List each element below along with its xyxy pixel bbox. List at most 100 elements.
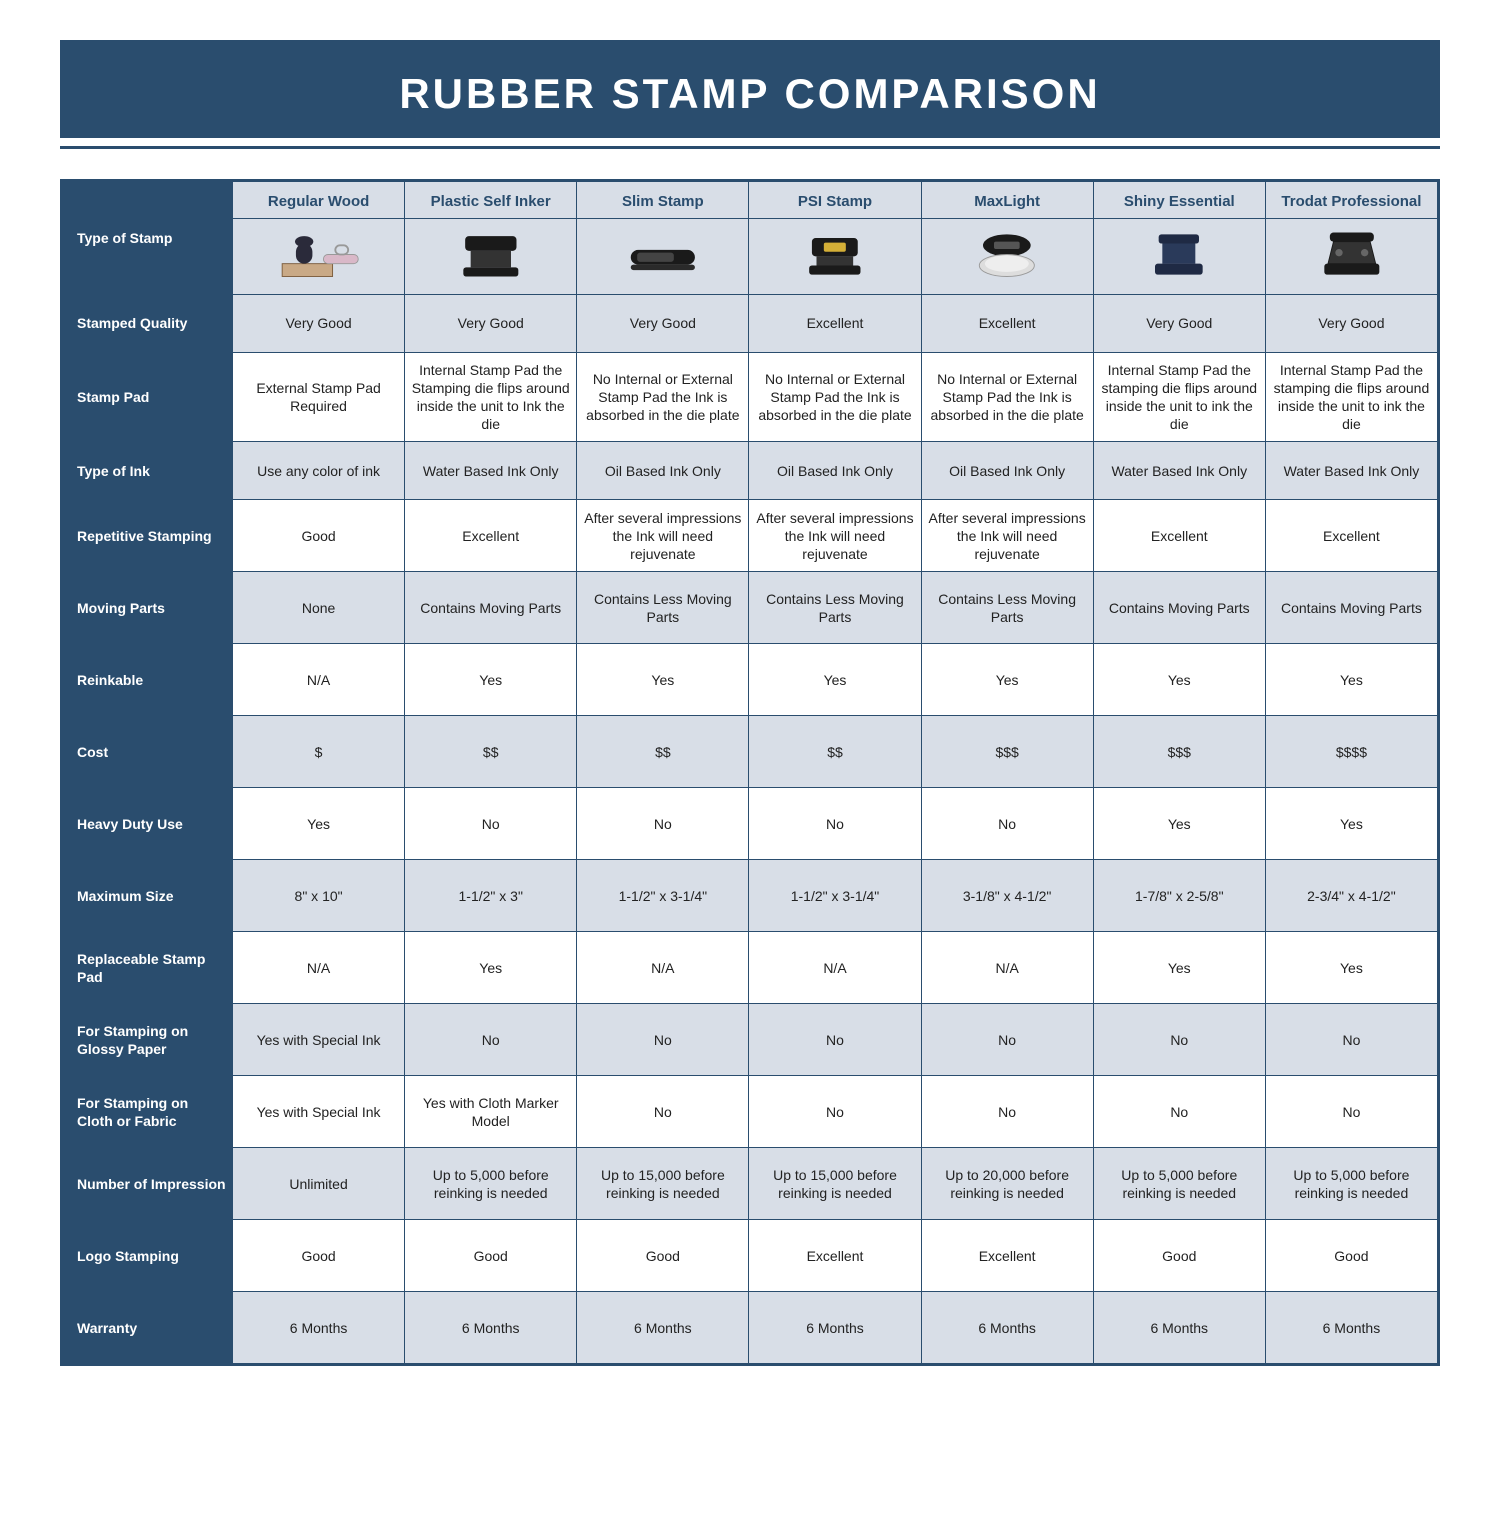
row-header: Stamp Pad xyxy=(63,352,233,442)
table-row: Warranty6 Months6 Months6 Months6 Months… xyxy=(63,1292,1438,1364)
table-cell: Very Good xyxy=(405,294,577,352)
table-cell: $$ xyxy=(577,716,749,788)
stamp-image-cell xyxy=(1265,218,1437,294)
slim-stamp-icon xyxy=(617,227,709,282)
table-cell: After several impressions the Ink will n… xyxy=(921,500,1093,572)
table-cell: Yes xyxy=(1093,644,1265,716)
table-cell: No xyxy=(749,788,921,860)
table-header-row: Type of Stamp Regular Wood Plastic Self … xyxy=(63,182,1438,219)
col-header: Shiny Essential xyxy=(1093,182,1265,219)
table-cell: Yes with Special Ink xyxy=(233,1004,405,1076)
table-cell: Yes xyxy=(1265,932,1437,1004)
table-cell: No xyxy=(405,1004,577,1076)
table-cell: Yes xyxy=(1265,644,1437,716)
row-header: Moving Parts xyxy=(63,572,233,644)
row-header: For Stamping on Glossy Paper xyxy=(63,1004,233,1076)
table-cell: No xyxy=(921,1004,1093,1076)
table-row: Number of ImpressionUnlimitedUp to 5,000… xyxy=(63,1148,1438,1220)
table-cell: Up to 5,000 before reinking is needed xyxy=(1093,1148,1265,1220)
table-cell: 6 Months xyxy=(921,1292,1093,1364)
table-row: Cost$$$$$$$$$$$$$$$$$ xyxy=(63,716,1438,788)
table-cell: Oil Based Ink Only xyxy=(921,442,1093,500)
table-cell: $$$ xyxy=(1093,716,1265,788)
table-cell: No Internal or External Stamp Pad the In… xyxy=(577,352,749,442)
table-cell: Up to 20,000 before reinking is needed xyxy=(921,1148,1093,1220)
table-cell: No xyxy=(1265,1076,1437,1148)
table-cell: 6 Months xyxy=(1093,1292,1265,1364)
table-row: For Stamping on Cloth or FabricYes with … xyxy=(63,1076,1438,1148)
table-cell: None xyxy=(233,572,405,644)
table-cell: Yes xyxy=(405,932,577,1004)
table-cell: Contains Moving Parts xyxy=(1265,572,1437,644)
table-cell: After several impressions the Ink will n… xyxy=(749,500,921,572)
table-cell: No xyxy=(1093,1076,1265,1148)
table-cell: Good xyxy=(233,500,405,572)
table-cell: Up to 5,000 before reinking is needed xyxy=(1265,1148,1437,1220)
table-cell: N/A xyxy=(233,644,405,716)
table-cell: Good xyxy=(405,1220,577,1292)
table-cell: N/A xyxy=(749,932,921,1004)
table-row: Repetitive StampingGoodExcellentAfter se… xyxy=(63,500,1438,572)
table-cell: 2-3/4" x 4-1/2" xyxy=(1265,860,1437,932)
header-divider xyxy=(60,146,1440,149)
table-cell: Yes with Special Ink xyxy=(233,1076,405,1148)
row-header: Heavy Duty Use xyxy=(63,788,233,860)
table-cell: No Internal or External Stamp Pad the In… xyxy=(749,352,921,442)
stamp-image-cell xyxy=(577,218,749,294)
table-cell: 1-1/2" x 3-1/4" xyxy=(577,860,749,932)
stamp-image-cell xyxy=(921,218,1093,294)
table-row: Type of InkUse any color of inkWater Bas… xyxy=(63,442,1438,500)
col-header: Regular Wood xyxy=(233,182,405,219)
table-row: Stamped QualityVery GoodVery GoodVery Go… xyxy=(63,294,1438,352)
table-cell: Contains Less Moving Parts xyxy=(577,572,749,644)
col-header: Trodat Professional xyxy=(1265,182,1437,219)
table-cell: Good xyxy=(1093,1220,1265,1292)
table-cell: 1-1/2" x 3" xyxy=(405,860,577,932)
stamp-image-cell xyxy=(1093,218,1265,294)
table-cell: Excellent xyxy=(921,1220,1093,1292)
comparison-table: Type of Stamp Regular Wood Plastic Self … xyxy=(62,181,1438,1364)
row-header: For Stamping on Cloth or Fabric xyxy=(63,1076,233,1148)
table-image-row xyxy=(63,218,1438,294)
stamp-image-cell xyxy=(405,218,577,294)
table-cell: Yes xyxy=(921,644,1093,716)
table-row: Moving PartsNoneContains Moving PartsCon… xyxy=(63,572,1438,644)
table-row: Heavy Duty UseYesNoNoNoNoYesYes xyxy=(63,788,1438,860)
table-cell: Internal Stamp Pad the Stamping die flip… xyxy=(405,352,577,442)
table-cell: Oil Based Ink Only xyxy=(749,442,921,500)
row-header: Logo Stamping xyxy=(63,1220,233,1292)
table-cell: N/A xyxy=(921,932,1093,1004)
table-cell: Yes xyxy=(405,644,577,716)
table-cell: No xyxy=(405,788,577,860)
row-header: Replaceable Stamp Pad xyxy=(63,932,233,1004)
table-cell: Excellent xyxy=(1093,500,1265,572)
table-cell: No xyxy=(749,1076,921,1148)
table-cell: 6 Months xyxy=(233,1292,405,1364)
table-cell: $$$ xyxy=(921,716,1093,788)
table-cell: Excellent xyxy=(749,1220,921,1292)
table-cell: Yes xyxy=(1093,932,1265,1004)
table-cell: No xyxy=(577,1004,749,1076)
table-cell: Excellent xyxy=(405,500,577,572)
table-row: For Stamping on Glossy PaperYes with Spe… xyxy=(63,1004,1438,1076)
col-header: MaxLight xyxy=(921,182,1093,219)
table-row: Replaceable Stamp PadN/AYesN/AN/AN/AYesY… xyxy=(63,932,1438,1004)
table-row: ReinkableN/AYesYesYesYesYesYes xyxy=(63,644,1438,716)
table-cell: No xyxy=(1265,1004,1437,1076)
stamp-image-cell xyxy=(233,218,405,294)
table-body: Stamped QualityVery GoodVery GoodVery Go… xyxy=(63,294,1438,1364)
row-header: Repetitive Stamping xyxy=(63,500,233,572)
table-cell: Very Good xyxy=(577,294,749,352)
table-cell: Yes xyxy=(1265,788,1437,860)
row-header: Type of Ink xyxy=(63,442,233,500)
comparison-table-wrap: Type of Stamp Regular Wood Plastic Self … xyxy=(60,179,1440,1366)
table-cell: Very Good xyxy=(233,294,405,352)
row-header: Reinkable xyxy=(63,644,233,716)
table-cell: Yes xyxy=(233,788,405,860)
row-header: Number of Impression xyxy=(63,1148,233,1220)
table-cell: No xyxy=(1093,1004,1265,1076)
table-cell: Contains Moving Parts xyxy=(405,572,577,644)
table-cell: $$ xyxy=(749,716,921,788)
table-cell: Yes with Cloth Marker Model xyxy=(405,1076,577,1148)
table-row: Stamp PadExternal Stamp Pad RequiredInte… xyxy=(63,352,1438,442)
